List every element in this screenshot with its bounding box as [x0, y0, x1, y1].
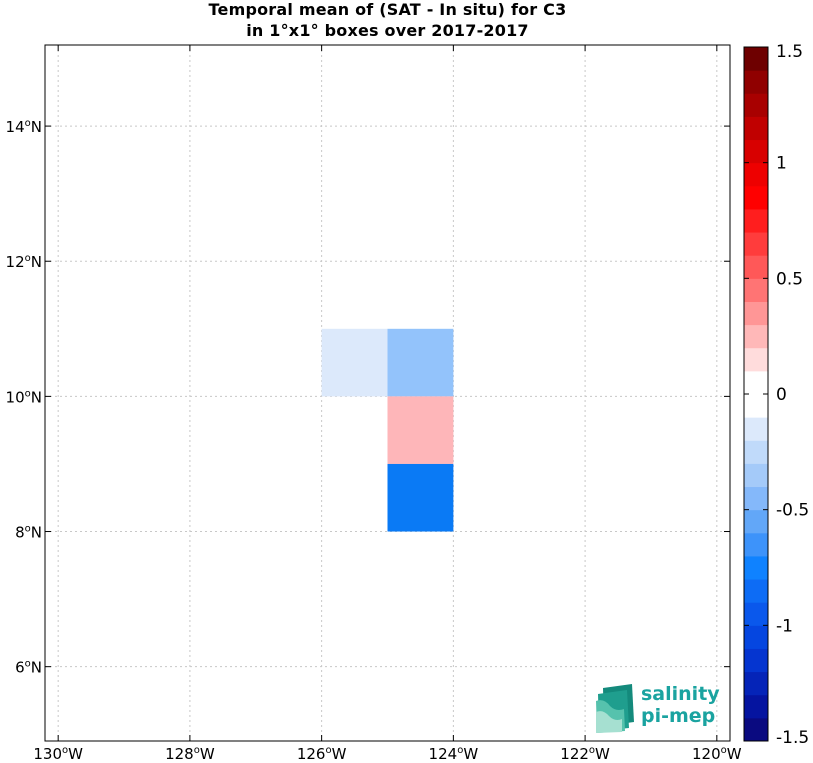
x-tick-label: 126oW — [297, 745, 347, 763]
logo-text-line-2: pi-mep — [641, 705, 715, 727]
colorbar-tick-label: 0 — [776, 385, 787, 405]
colorbar-segment — [744, 486, 768, 511]
x-tick-label: 124oW — [429, 745, 479, 763]
chart-title-line-1: Temporal mean of (SAT - In situ) for C3 — [208, 0, 567, 19]
chart-title-line-2: in 1°x1° boxes over 2017-2017 — [246, 21, 529, 40]
y-tick-label: 8oN — [15, 524, 42, 542]
colorbar-tick-label: -1.5 — [776, 728, 809, 748]
colorbar-segment — [744, 579, 768, 603]
y-tick-label: 6oN — [15, 659, 42, 677]
colorbar-tick-label: 0.5 — [776, 269, 803, 289]
colorbar-segment — [744, 278, 768, 302]
cell-layer — [321, 328, 454, 532]
grid-layer — [45, 45, 730, 741]
salinity-pimep-logo: salinity pi-mep — [596, 683, 720, 733]
colorbar-segment — [744, 602, 768, 626]
colorbar-segment — [744, 440, 768, 464]
y-tick-label: 10oN — [6, 388, 42, 406]
colorbar-segment — [744, 417, 768, 441]
colorbar-tick-label: 1.5 — [776, 42, 803, 62]
colorbar-tick-label: -0.5 — [776, 501, 809, 521]
colorbar-segment — [744, 394, 768, 418]
colorbar-segment — [744, 509, 768, 534]
colorbar-segment — [744, 347, 768, 372]
y-tick-label: 14oN — [6, 118, 42, 136]
colorbar-tick-label: 1 — [776, 154, 787, 174]
colorbar-segment — [744, 301, 768, 326]
x-tick-label: 122oW — [560, 745, 610, 763]
tick-layer: 130oW 128oW 126oW 124oW 122oW 120oW 6oN 8oN 10oN… — [6, 45, 742, 763]
colorbar-segment — [744, 555, 768, 580]
heatmap-cell — [387, 328, 454, 397]
colorbar-segment — [744, 47, 768, 71]
plot-frame — [44, 44, 731, 742]
colorbar-segment — [744, 625, 768, 649]
colorbar-segment — [744, 255, 768, 279]
heatmap-cell — [321, 328, 388, 397]
logo-text-line-1: salinity — [641, 683, 720, 705]
colorbar-segment — [744, 232, 768, 256]
colorbar-segment — [744, 694, 768, 719]
colorbar-segment — [744, 116, 768, 141]
colorbar-segment — [744, 532, 768, 557]
heatmap-cell — [387, 463, 454, 532]
colorbar-segment — [744, 185, 768, 210]
x-tick-label: 120oW — [692, 745, 742, 763]
colorbar: 1.5 1 0.5 0 -0.5 -1 -1.5 — [743, 42, 809, 748]
y-tick-label: 12oN — [6, 253, 42, 271]
colorbar-segment — [744, 139, 768, 164]
x-tick-label: 130oW — [33, 745, 83, 763]
colorbar-segment — [744, 324, 768, 349]
colorbar-segment — [744, 671, 768, 696]
colorbar-segment — [744, 370, 768, 395]
colorbar-segment — [744, 70, 768, 94]
colorbar-segment — [744, 93, 768, 117]
colorbar-segment — [744, 208, 768, 233]
colorbar-segment — [744, 648, 768, 673]
colorbar-tick-label: -1 — [776, 616, 793, 636]
heatmap-cell — [387, 396, 454, 464]
x-tick-label: 128oW — [165, 745, 215, 763]
colorbar-segment — [744, 717, 768, 742]
colorbar-segment — [744, 463, 768, 488]
colorbar-segment — [744, 162, 768, 187]
wave-logo-icon — [596, 684, 634, 733]
